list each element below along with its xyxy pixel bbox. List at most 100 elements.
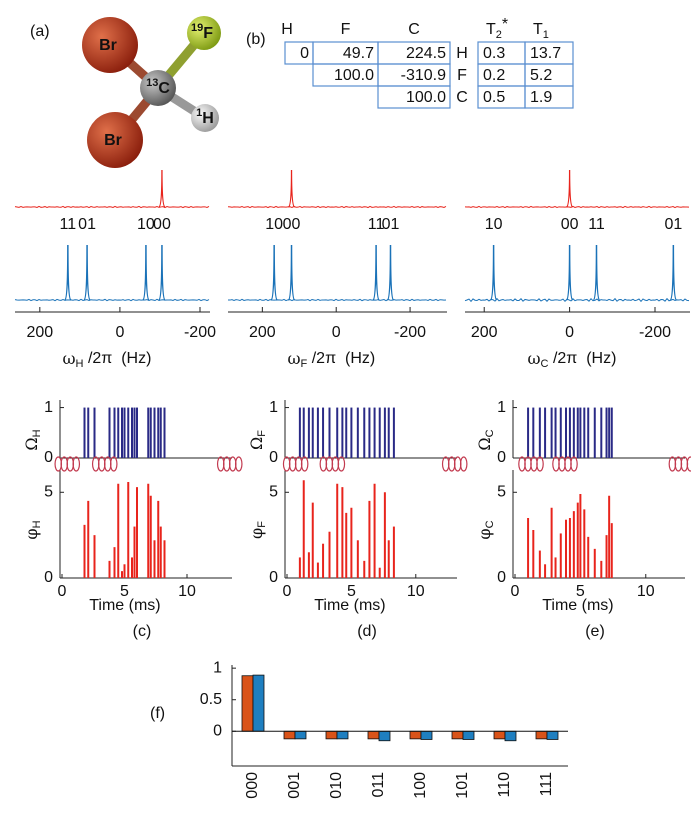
baseline	[464, 297, 690, 303]
table-cell	[377, 85, 451, 109]
table-header: T1	[533, 21, 549, 41]
panel-label: (f)	[150, 705, 165, 722]
subscript: F	[256, 430, 268, 437]
symbol: C	[158, 80, 170, 97]
peak-label: 00	[153, 216, 171, 233]
symbol: φ	[247, 528, 266, 539]
x-tick-label: 110	[496, 772, 513, 798]
x-tick-label: 001	[286, 772, 303, 799]
x-tick-label: -200	[639, 324, 671, 341]
subscript: F	[301, 358, 308, 370]
table-value: -310.9	[401, 67, 446, 84]
peak-label: 00	[283, 216, 301, 233]
x-tick-label: 200	[471, 324, 498, 341]
coil	[668, 456, 691, 472]
table-value: 100.0	[334, 67, 374, 84]
atom	[191, 104, 219, 132]
peak-label: 01	[382, 216, 400, 233]
bar	[325, 730, 338, 740]
peak	[142, 244, 150, 301]
x-axis-label: ωC /2π (Hz)	[528, 349, 617, 370]
coil-loop	[234, 456, 243, 472]
y-tick-label: 0	[44, 449, 53, 466]
x-axis-label: Time (ms)	[314, 597, 385, 614]
table-header: F	[341, 21, 351, 38]
bar	[535, 730, 548, 740]
y-tick-label: 1	[269, 399, 278, 416]
bar	[546, 730, 559, 740]
table-value: 0.2	[483, 67, 505, 84]
coil-loop	[300, 456, 309, 472]
peak-label: 10	[485, 216, 503, 233]
x-tick-label: 101	[454, 772, 471, 799]
y-tick-label: 0	[497, 569, 506, 586]
y-axis-label: ΩF	[247, 430, 268, 450]
coil	[441, 456, 468, 472]
symbol: T	[486, 21, 496, 38]
table-value: 0.3	[483, 45, 505, 62]
molecule	[82, 16, 221, 168]
bar	[462, 730, 475, 740]
subscript: C	[484, 429, 496, 437]
coil	[216, 456, 243, 472]
y-axis-label: ΩH	[22, 429, 43, 450]
coil	[319, 456, 346, 472]
x-tick-label: 10	[637, 583, 655, 600]
bar	[241, 675, 254, 732]
peak	[83, 244, 91, 301]
table-value: 0.5	[483, 89, 505, 106]
bar	[504, 730, 517, 742]
baseline	[464, 205, 690, 209]
panel-label: (a)	[30, 23, 50, 40]
table-value: 224.5	[406, 45, 446, 62]
label-rest: /2π (Hz)	[549, 350, 617, 367]
bar	[378, 730, 391, 742]
peak	[372, 244, 380, 301]
table-value: 13.7	[530, 45, 561, 62]
x-tick-label: -200	[184, 324, 216, 341]
x-axis-label: Time (ms)	[542, 597, 613, 614]
atom-label: Br	[104, 132, 122, 149]
peak	[158, 244, 166, 301]
bar	[409, 730, 422, 740]
x-axis-label: ωH /2π (Hz)	[63, 349, 152, 370]
mass-number: 13	[146, 77, 158, 89]
bar	[367, 730, 380, 740]
y-tick-label: 0	[213, 723, 222, 740]
x-tick-label: 0	[511, 583, 520, 600]
table-header: T2*	[486, 16, 508, 41]
peak	[565, 244, 574, 301]
subscript: F	[256, 521, 268, 528]
y-tick-label: 5	[44, 484, 53, 501]
symbol: Ω	[247, 437, 266, 450]
baseline	[227, 298, 447, 302]
y-tick-label: 0	[497, 449, 506, 466]
symbol: H	[202, 110, 214, 127]
peak-label: 10	[265, 216, 283, 233]
table-header: C	[408, 21, 420, 38]
subscript: 2	[496, 29, 502, 41]
subscript: C	[541, 358, 549, 370]
coil-loop	[536, 456, 544, 472]
panel-label: (e)	[585, 623, 605, 640]
reference-peak	[158, 169, 166, 208]
peak-label: 01	[78, 216, 96, 233]
table-cell	[524, 85, 574, 109]
symbol: Br	[104, 132, 122, 149]
y-tick-label: 5	[269, 484, 278, 501]
bar	[294, 730, 307, 740]
atom-label: 13C	[146, 77, 170, 97]
table-header: H	[281, 21, 293, 38]
subscript: H	[31, 429, 43, 437]
x-tick-label: 10	[178, 583, 196, 600]
x-tick-label: 5	[576, 583, 585, 600]
x-tick-label: 000	[244, 772, 261, 799]
y-tick-label: 1	[213, 659, 222, 676]
symbol: ω	[63, 349, 76, 368]
atom	[140, 70, 176, 106]
reference-peak	[566, 169, 574, 208]
symbol: Br	[99, 37, 117, 54]
y-tick-label: 0	[44, 569, 53, 586]
